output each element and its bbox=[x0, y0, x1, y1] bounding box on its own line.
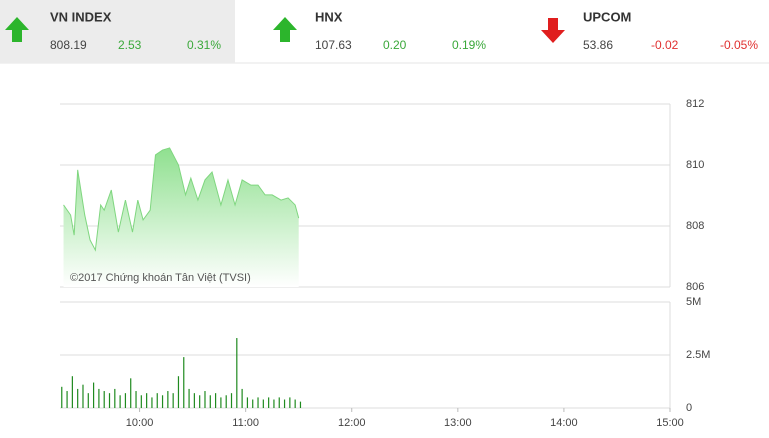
direction-arrow bbox=[541, 18, 565, 43]
x-tick-label: 12:00 bbox=[338, 417, 366, 429]
x-tick-label: 15:00 bbox=[656, 417, 684, 429]
volume-bar bbox=[257, 397, 259, 408]
y-tick-label: 812 bbox=[686, 98, 704, 110]
volume-bar bbox=[177, 376, 180, 408]
volume-bar bbox=[262, 399, 264, 408]
volume-bar bbox=[283, 399, 286, 408]
y-tick-label: 808 bbox=[686, 220, 704, 232]
volume-bar bbox=[220, 397, 222, 408]
y-tick-label: 5M bbox=[686, 296, 701, 308]
volume-bar bbox=[278, 397, 280, 408]
volume-bar bbox=[140, 395, 142, 408]
volume-bar bbox=[289, 397, 291, 408]
ticker-change: 2.53 bbox=[118, 38, 142, 52]
x-tick-label: 14:00 bbox=[550, 417, 578, 429]
volume-bar bbox=[87, 393, 89, 408]
volume-bar bbox=[156, 393, 158, 408]
volume-bar bbox=[98, 388, 100, 408]
ticker-value: 107.63 bbox=[315, 38, 352, 52]
volume-bar bbox=[299, 401, 302, 408]
area-fill bbox=[63, 147, 299, 287]
volume-bar bbox=[204, 391, 206, 408]
ticker-change: 0.20 bbox=[383, 38, 407, 52]
x-tick-label: 10:00 bbox=[126, 417, 154, 429]
volume-bar bbox=[103, 391, 105, 408]
volume-bar bbox=[77, 388, 79, 408]
volume-bar bbox=[268, 397, 270, 408]
volume-bar bbox=[82, 384, 84, 408]
volume-bar bbox=[130, 378, 132, 408]
x-tick-label: 11:00 bbox=[232, 417, 259, 429]
ticker-name[interactable]: HNX bbox=[315, 9, 343, 24]
volume-bar bbox=[209, 395, 211, 408]
volume-bar bbox=[92, 382, 95, 408]
volume-bar bbox=[66, 391, 68, 408]
ticker-percent: 0.19% bbox=[452, 38, 486, 52]
ticker-name[interactable]: UPCOM bbox=[583, 9, 631, 24]
x-tick-label: 13:00 bbox=[444, 417, 472, 429]
volume-bar bbox=[230, 393, 233, 408]
volume-bar bbox=[199, 395, 201, 408]
volume-bar bbox=[124, 393, 127, 408]
y-tick-label: 810 bbox=[686, 159, 704, 171]
volume-bar bbox=[108, 393, 111, 408]
volume-bar bbox=[214, 393, 217, 408]
ticker-value: 53.86 bbox=[583, 38, 613, 52]
volume-bar bbox=[246, 397, 249, 408]
ticker-percent: 0.31% bbox=[187, 38, 221, 52]
ticker-change: -0.02 bbox=[651, 38, 679, 52]
selected-tab[interactable] bbox=[0, 0, 235, 63]
ticker-value: 808.19 bbox=[50, 38, 87, 52]
y-tick-label: 806 bbox=[686, 281, 704, 293]
volume-bar bbox=[146, 393, 148, 408]
ticker-percent: -0.05% bbox=[720, 38, 758, 52]
volume-bar bbox=[273, 399, 275, 408]
volume-bar bbox=[294, 399, 296, 408]
volume-bar bbox=[172, 393, 174, 408]
y-tick-label: 0 bbox=[686, 402, 692, 414]
volume-bar bbox=[183, 357, 185, 408]
watermark: ©2017 Chứng khoán Tân Việt (TVSI) bbox=[70, 272, 251, 284]
volume-bar bbox=[161, 395, 164, 408]
volume-bar bbox=[71, 376, 73, 408]
volume-bar bbox=[188, 388, 190, 408]
volume-bar bbox=[236, 338, 238, 408]
price-line bbox=[63, 147, 300, 252]
volume-bar bbox=[114, 388, 116, 408]
volume-bar bbox=[167, 391, 169, 408]
volume-bar bbox=[252, 399, 254, 408]
volume-bar bbox=[151, 397, 153, 408]
volume-bar bbox=[241, 388, 243, 408]
direction-arrow bbox=[273, 17, 297, 42]
volume-bar bbox=[225, 395, 227, 408]
volume-bar bbox=[119, 395, 121, 408]
volume-bar bbox=[61, 386, 63, 408]
volume-bar bbox=[193, 393, 195, 408]
y-tick-label: 2.5M bbox=[686, 349, 710, 361]
volume-bar bbox=[135, 391, 137, 408]
ticker-name[interactable]: VN INDEX bbox=[50, 9, 112, 24]
direction-arrow bbox=[5, 17, 29, 42]
